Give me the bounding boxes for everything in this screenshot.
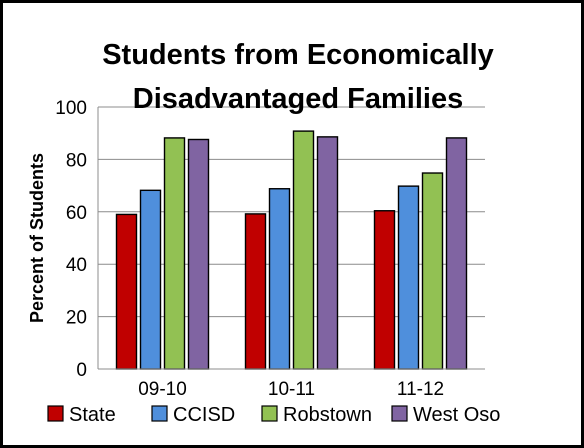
- legend-label-robstown: Robstown: [283, 404, 372, 426]
- legend-label-ccisd: CCISD: [173, 404, 235, 426]
- legend-swatch-west-oso: [391, 405, 408, 422]
- bar-robstown-10-11: [292, 130, 315, 370]
- bar-west-oso-11-12: [445, 137, 468, 370]
- legend-label-state: State: [69, 404, 116, 426]
- bar-state-09-10: [115, 213, 138, 370]
- y-tick-label: 80: [66, 150, 87, 171]
- x-tick-label: 10-11: [268, 379, 315, 400]
- bar-west-oso-09-10: [187, 138, 210, 370]
- axes: [97, 107, 485, 370]
- bar-west-oso-10-11: [316, 136, 339, 370]
- bar-ccisd-10-11: [268, 188, 291, 370]
- y-tick-label: 100: [55, 98, 87, 119]
- y-tick-labels: 0 20 40 60 80 100: [55, 98, 87, 381]
- gridlines: [98, 106, 485, 318]
- bars: [115, 130, 468, 370]
- legend-swatch-ccisd: [151, 405, 168, 422]
- y-tick-label: 60: [66, 203, 87, 224]
- bar-ccisd-09-10: [139, 189, 162, 370]
- chart-title-line-1: Students from Economically: [102, 39, 494, 71]
- legend-label-west-oso: West Oso: [413, 404, 500, 426]
- y-axis-label: Percent of Students: [27, 153, 47, 323]
- bar-ccisd-11-12: [397, 185, 420, 370]
- legend-swatch-state: [47, 405, 64, 422]
- y-tick-label: 0: [76, 360, 87, 381]
- y-tick-label: 20: [66, 308, 87, 329]
- bar-robstown-09-10: [163, 137, 186, 370]
- y-tick-label: 40: [66, 255, 87, 276]
- x-tick-labels: 09-10 10-11 11-12: [138, 379, 444, 400]
- x-tick-label: 11-12: [397, 379, 444, 400]
- bar-robstown-11-12: [421, 172, 444, 370]
- chart-title-line-2: Disadvantaged Families: [133, 83, 463, 115]
- legend: State CCISD Robstown West Oso: [47, 404, 500, 426]
- x-tick-label: 09-10: [138, 379, 187, 400]
- bar-state-11-12: [373, 210, 396, 370]
- bar-state-10-11: [244, 213, 267, 370]
- legend-swatch-robstown: [261, 405, 278, 422]
